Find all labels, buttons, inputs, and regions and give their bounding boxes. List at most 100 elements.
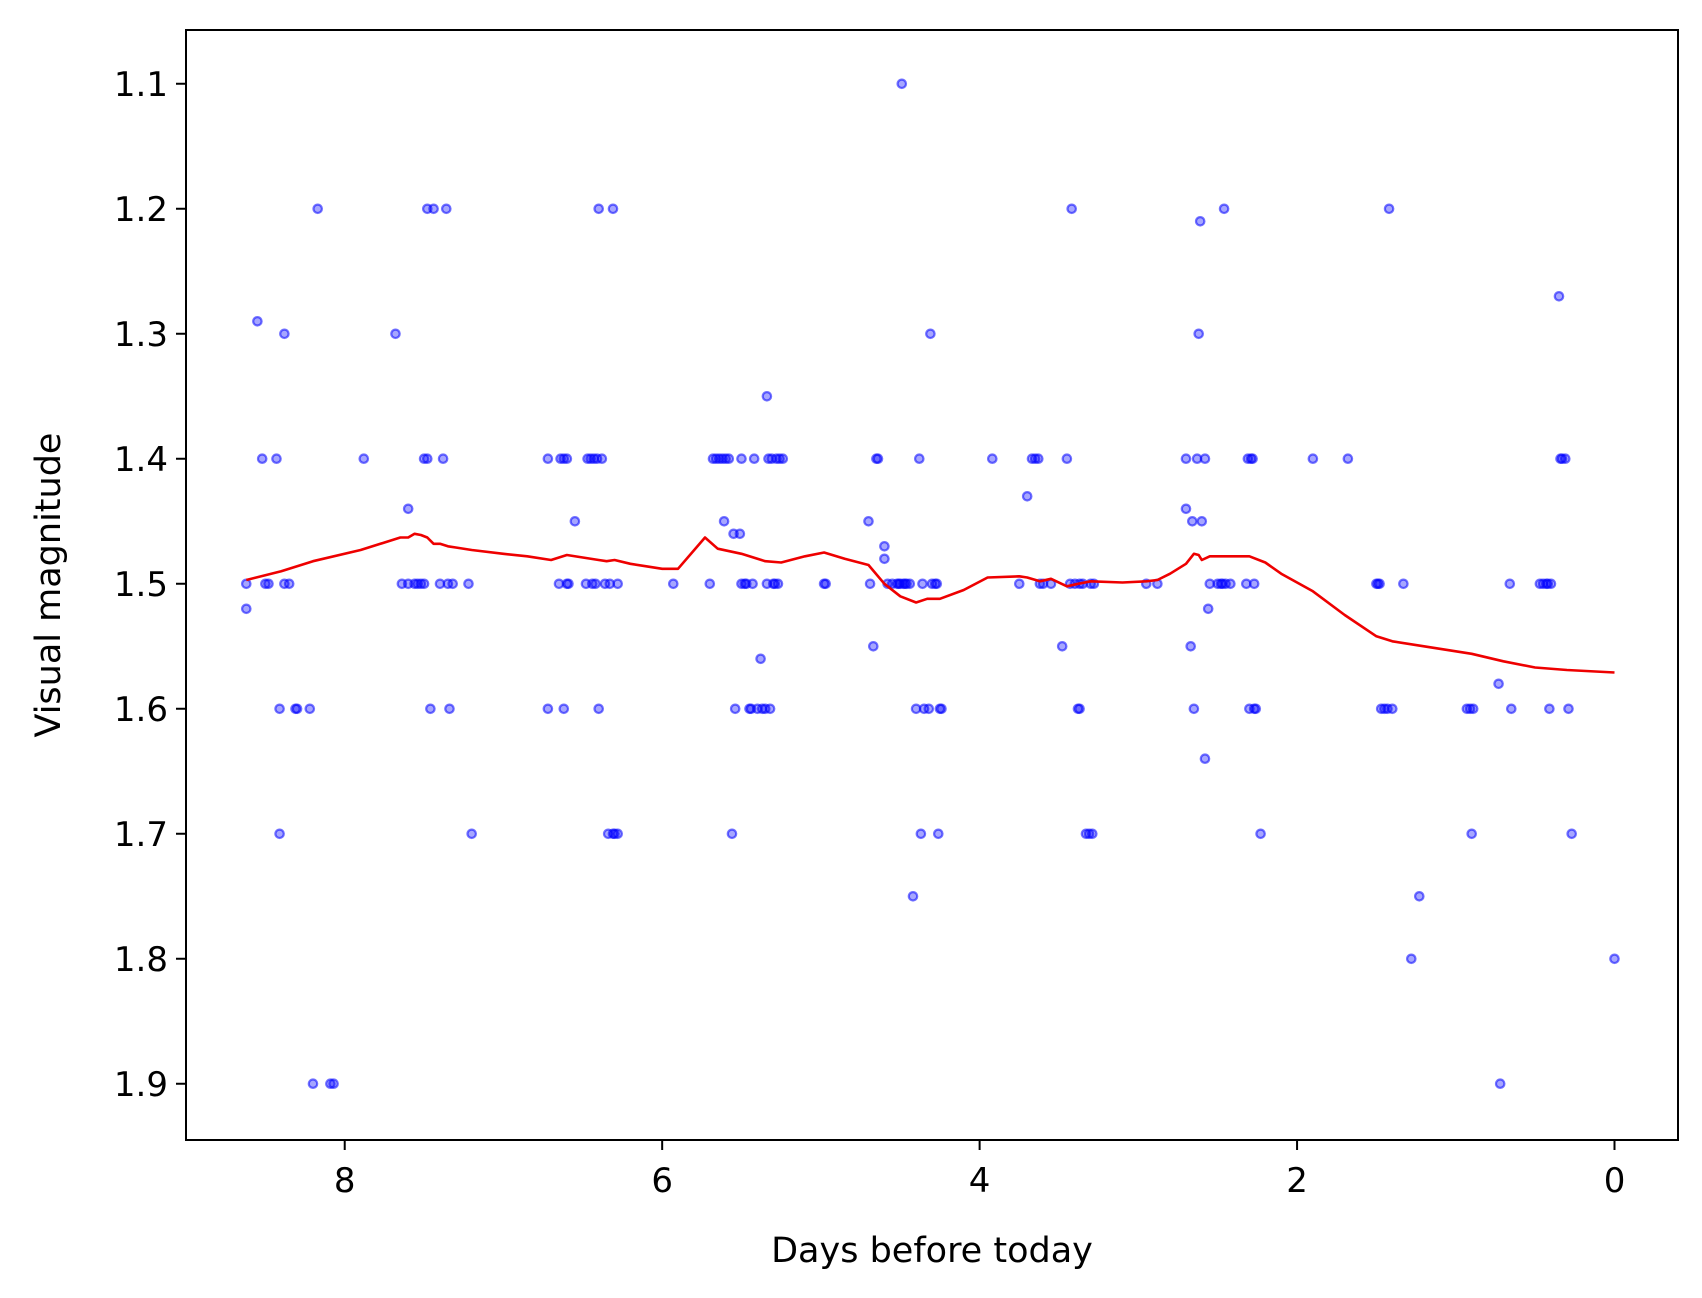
scatter-point <box>1563 703 1574 715</box>
scatter-point <box>729 703 741 715</box>
scatter-point <box>390 328 401 340</box>
scatter-point <box>1199 753 1211 764</box>
scatter-point <box>1033 453 1044 464</box>
y-tick-label: 1.8 <box>114 940 168 980</box>
scatter-point <box>777 453 789 464</box>
y-tick-label: 1.7 <box>114 815 168 855</box>
scatter-point <box>561 453 573 464</box>
scatter-point <box>761 390 773 402</box>
scatter-point <box>307 1078 319 1089</box>
scatter-point <box>896 78 908 90</box>
scatter-point <box>418 578 430 590</box>
scatter-point <box>1066 203 1077 215</box>
scatter-point <box>1560 453 1571 464</box>
scatter-point <box>1021 490 1033 502</box>
plot-frame <box>185 29 1679 1141</box>
scatter-point <box>1609 953 1620 965</box>
scatter-point <box>1199 453 1211 464</box>
scatter-point <box>986 453 998 464</box>
y-tick-label: 1.4 <box>114 440 168 480</box>
scatter-point <box>241 578 252 590</box>
scatter-point <box>726 828 738 840</box>
scatter-point <box>1180 503 1192 515</box>
scatter-point <box>931 578 943 590</box>
scatter-point <box>590 578 601 590</box>
scatter-point <box>1247 453 1258 464</box>
x-tick-label: 8 <box>334 1161 356 1201</box>
trend-line-series <box>245 532 1615 674</box>
y-tick-label: 1.3 <box>114 315 168 355</box>
scatter-point <box>936 703 947 715</box>
scatter-point <box>256 453 268 464</box>
scatter-point <box>358 453 370 464</box>
scatter-point <box>1061 453 1073 464</box>
scatter-point <box>612 828 623 840</box>
scatter-point <box>271 453 282 464</box>
scatter-point <box>1193 328 1204 340</box>
y-axis-label: Visual magnitude <box>29 433 69 738</box>
scatter-point <box>764 703 776 715</box>
scatter-point <box>558 703 570 715</box>
scatter-point <box>466 828 477 840</box>
scatter-point <box>932 828 944 840</box>
x-axis-label: Days before today <box>771 1231 1093 1271</box>
scatter-point <box>328 1078 339 1089</box>
scatter-point <box>1383 203 1395 215</box>
scatter-point <box>1013 578 1025 590</box>
scatter-point <box>291 703 303 715</box>
scatter-point <box>444 703 455 715</box>
scatter-point <box>1194 216 1206 227</box>
scatter-point <box>252 315 263 327</box>
scatter-point <box>1202 603 1214 615</box>
trend-line <box>245 532 1615 674</box>
scatter-point <box>1504 578 1516 590</box>
scatter-point <box>1225 578 1236 590</box>
scatter-point <box>612 578 623 590</box>
scatter-point <box>1196 515 1208 527</box>
scatter-point <box>241 603 252 615</box>
scatter-point <box>723 453 735 464</box>
scatter-point <box>402 503 414 515</box>
scatter-point <box>463 578 474 590</box>
y-tick-label: 1.1 <box>114 65 168 105</box>
scatter-point <box>1342 453 1354 464</box>
x-axis-ticks: 8 6 4 2 0 <box>334 1140 1625 1201</box>
x-tick-label: 6 <box>651 1161 673 1201</box>
scatter-point <box>421 453 433 464</box>
scatter-point <box>748 453 760 464</box>
scatter-point <box>1494 1078 1506 1089</box>
scatter-point <box>1553 290 1565 302</box>
scatter-point <box>1307 453 1319 464</box>
scatter-point <box>1566 828 1577 840</box>
x-tick-label: 0 <box>1604 1161 1626 1201</box>
scatter-point <box>563 578 574 590</box>
scatter-point <box>867 640 879 652</box>
scatter-point <box>1255 828 1266 840</box>
x-tick-label: 2 <box>1286 1161 1308 1201</box>
scatter-point <box>734 528 746 540</box>
scatter-point <box>542 703 554 715</box>
y-tick-label: 1.6 <box>114 690 168 730</box>
scatter-point <box>1387 703 1398 715</box>
y-tick-label: 1.2 <box>114 190 168 230</box>
scatter-series <box>241 78 1620 1089</box>
scatter-point <box>1074 703 1085 715</box>
scatter-point <box>879 540 890 552</box>
scatter-point <box>1493 678 1504 690</box>
scatter-point <box>1545 578 1557 590</box>
scatter-point <box>1187 515 1198 527</box>
scatter-point <box>1185 640 1196 652</box>
scatter-point <box>718 515 730 527</box>
y-tick-label: 1.5 <box>114 565 168 605</box>
scatter-point <box>542 453 554 464</box>
scatter-point <box>274 828 285 840</box>
scatter-point <box>569 515 581 527</box>
scatter-point <box>917 578 928 590</box>
scatter-point <box>1398 578 1409 590</box>
scatter-point <box>263 578 274 590</box>
scatter-point <box>863 515 874 527</box>
scatter-point <box>425 703 436 715</box>
scatter-point <box>1248 578 1260 590</box>
